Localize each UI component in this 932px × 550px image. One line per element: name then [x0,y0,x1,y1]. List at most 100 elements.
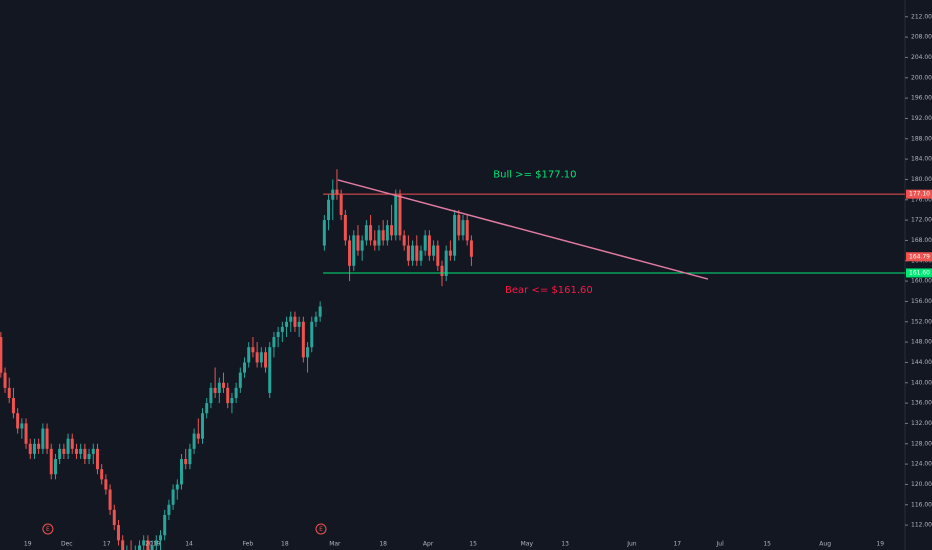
candle-body [112,509,116,526]
candle-body [352,235,356,266]
candle-body [137,545,141,550]
event-label: E [319,526,323,533]
candle-body [423,235,427,251]
candle-body [348,240,352,266]
candle-body [457,215,461,236]
y-tick-label: 204.00 [911,54,932,61]
candle-body [444,250,448,277]
candle-body [373,240,377,246]
candle-body [230,398,234,404]
x-tick-label: May [521,541,534,548]
y-tick-label: 144.00 [911,359,932,366]
candle-body [381,230,385,241]
candle-body [104,479,108,490]
candle-body [322,220,326,246]
candle-body [469,240,473,257]
candle-body [45,428,49,449]
y-tick-label: 148.00 [911,339,932,346]
candle-body [66,438,70,454]
candle-body [79,448,83,454]
candle-body [297,321,301,327]
candle-body [465,220,469,241]
candle-body [180,459,184,485]
candle-body [201,413,205,439]
x-tick-label: Apr [423,541,434,548]
candle-body [453,215,457,256]
candle-body [419,250,423,261]
x-tick-label: 13 [561,541,569,548]
candle-body [121,540,125,550]
candle-body [251,347,255,353]
y-tick-label: 200.00 [911,74,932,81]
candle-body [192,433,196,449]
level-price-tag [906,189,932,199]
y-tick-label: 188.00 [911,135,932,142]
y-tick-label: 120.00 [911,481,932,488]
level-annotation: Bull >= $177.10 [493,169,576,180]
candle-body [222,382,226,388]
candle-body [100,469,104,480]
y-tick-label: 168.00 [911,237,932,244]
candle-body [70,438,74,449]
candle-body [259,352,263,363]
candle-body [7,387,11,399]
candle-body [184,459,188,465]
y-tick-label: 136.00 [911,400,932,407]
candle-body [53,459,57,475]
y-tick-label: 208.00 [911,34,932,41]
candle-body [394,194,398,236]
x-tick-label: 18 [379,541,387,548]
candle-body [280,326,284,332]
y-tick-label: 180.00 [911,176,932,183]
x-tick-label: 19 [876,541,884,548]
y-tick-label: 152.00 [911,318,932,325]
candle-body [415,245,419,261]
candle-body [37,443,41,449]
candle-body [339,194,343,216]
x-tick-label: Jul [716,541,725,548]
candle-body [95,448,99,470]
candle-body [3,372,7,388]
candle-body [238,372,242,388]
candle-body [268,347,272,393]
candle-body [461,220,465,236]
candle-body [146,540,150,550]
candle-body [264,352,268,368]
x-tick-label: 15 [763,541,771,548]
candle-body [285,321,289,327]
level-annotation: Bear <= $161.60 [505,285,593,296]
candle-body [276,331,280,338]
candle-body [91,448,95,454]
y-tick-label: 116.00 [911,501,932,508]
candle-body [20,423,24,429]
candle-body [49,448,53,475]
level-price-label: 161.60 [909,269,930,276]
candle-body [327,199,331,221]
candle-body [167,504,171,515]
candle-body [32,443,36,454]
y-tick-label: 112.00 [911,522,932,529]
candle-body [306,347,310,358]
candle-body [398,194,402,236]
last-price-label: 164.79 [909,253,930,260]
x-tick-label: 2019 [145,541,160,548]
candle-body [24,423,28,444]
candle-body [436,245,440,266]
y-tick-label: 172.00 [911,217,932,224]
candle-body [116,525,120,541]
candle-body [356,235,360,251]
candle-body [205,403,209,414]
y-tick-label: 132.00 [911,420,932,427]
candle-body [142,540,146,546]
candle-body [390,225,394,236]
candle-body [310,321,314,348]
y-tick-label: 192.00 [911,115,932,122]
candle-body [217,382,221,393]
x-tick-label: Feb [243,541,254,548]
y-tick-label: 176.00 [911,196,932,203]
x-tick-label: 18 [281,541,289,548]
x-tick-label: Jun [626,541,637,548]
candle-body [289,316,293,322]
